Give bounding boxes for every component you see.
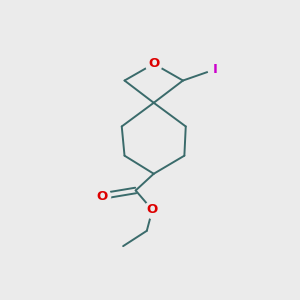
Circle shape [146,56,162,72]
Text: O: O [97,190,108,202]
Text: O: O [148,57,159,70]
Circle shape [94,188,111,204]
Text: I: I [212,63,217,76]
Circle shape [144,202,161,218]
Text: O: O [147,203,158,216]
Circle shape [208,62,222,76]
